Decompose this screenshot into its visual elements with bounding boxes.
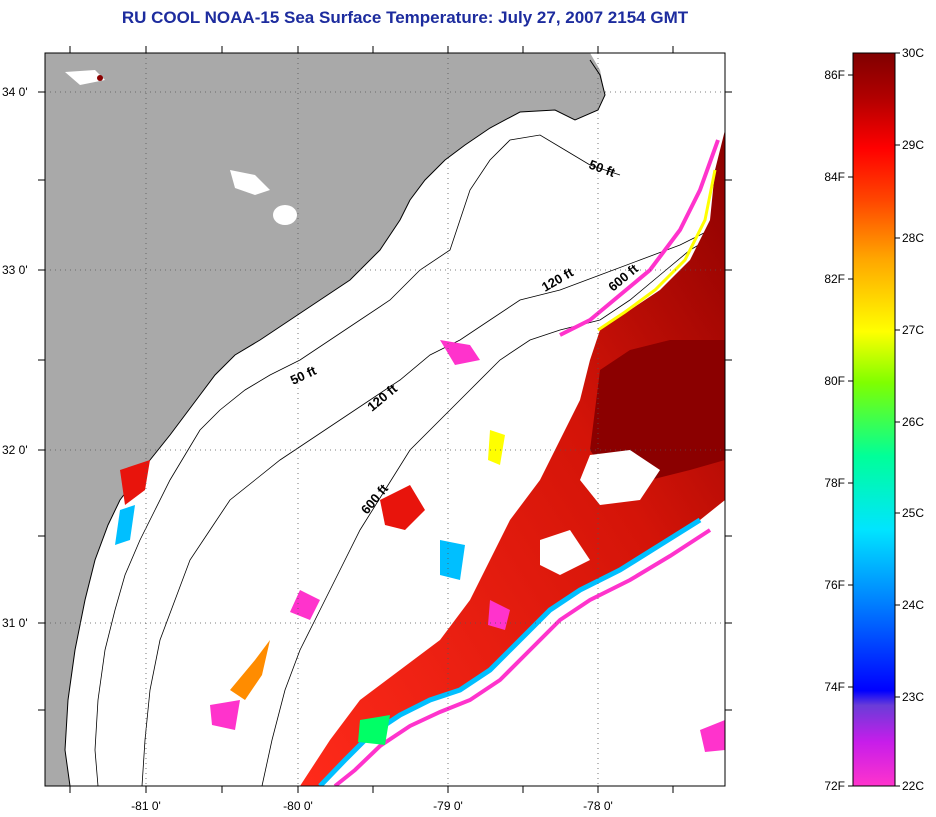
cloud-patch bbox=[273, 205, 297, 225]
sst-patch bbox=[700, 720, 725, 752]
coastline bbox=[64, 59, 606, 786]
sst-patch bbox=[290, 590, 320, 620]
lon-label: -81 0' bbox=[131, 799, 161, 813]
sst-patch bbox=[488, 430, 505, 465]
map-frame bbox=[44, 52, 726, 787]
isobath-600ft bbox=[261, 229, 725, 786]
cloud-patch bbox=[540, 530, 590, 575]
isobath-120ft bbox=[141, 224, 721, 786]
sst-patch bbox=[380, 485, 425, 530]
land-area bbox=[45, 53, 605, 786]
hot-pixel bbox=[97, 75, 103, 81]
sst-patch bbox=[115, 505, 135, 545]
cloud-patch bbox=[65, 70, 105, 85]
cloud-patch bbox=[230, 170, 270, 195]
cloud-patch bbox=[580, 450, 660, 505]
sst-patch bbox=[230, 640, 270, 700]
sst-patch bbox=[440, 540, 465, 580]
sst-patch bbox=[440, 340, 480, 365]
gulf-stream-core bbox=[590, 340, 725, 480]
sst-gradient-edge bbox=[597, 169, 717, 332]
sst-gradient-edge bbox=[333, 528, 712, 786]
sst-patch bbox=[120, 460, 150, 505]
lat-label: 32 0' bbox=[2, 443, 28, 457]
lat-label: 33 0' bbox=[2, 263, 28, 277]
sst-patch bbox=[488, 600, 510, 630]
map-title: RU COOL NOAA-15 Sea Surface Temperature:… bbox=[121, 8, 689, 27]
lon-label: -79 0' bbox=[433, 799, 463, 813]
graticule bbox=[45, 53, 725, 786]
lat-label: 34 0' bbox=[2, 85, 28, 99]
lon-label: -80 0' bbox=[283, 799, 313, 813]
axis-ticks bbox=[38, 46, 732, 793]
isobath-50ft bbox=[94, 134, 621, 786]
lat-label: 31 0' bbox=[2, 616, 28, 630]
lon-label: -78 0' bbox=[583, 799, 613, 813]
sst-patch bbox=[358, 715, 390, 745]
sst-patch bbox=[210, 700, 240, 730]
